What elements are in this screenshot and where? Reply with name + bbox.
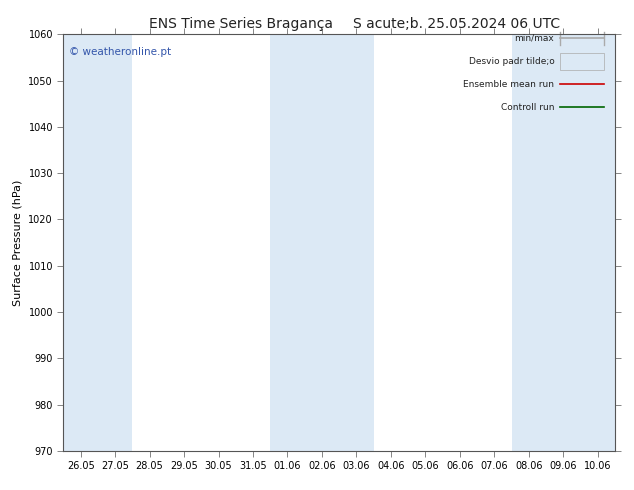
Bar — [63, 34, 98, 451]
Bar — [339, 34, 373, 451]
Bar — [546, 34, 581, 451]
Y-axis label: Surface Pressure (hPa): Surface Pressure (hPa) — [13, 179, 23, 306]
Bar — [98, 34, 133, 451]
Bar — [512, 34, 546, 451]
Bar — [305, 34, 339, 451]
Text: min/max: min/max — [515, 34, 554, 43]
Text: ENS Time Series Bragança: ENS Time Series Bragança — [149, 17, 333, 31]
Bar — [581, 34, 615, 451]
Text: S acute;b. 25.05.2024 06 UTC: S acute;b. 25.05.2024 06 UTC — [353, 17, 560, 31]
Text: Controll run: Controll run — [501, 103, 554, 112]
FancyBboxPatch shape — [560, 53, 604, 70]
Text: Desvio padr tilde;o: Desvio padr tilde;o — [469, 57, 554, 66]
Text: © weatheronline.pt: © weatheronline.pt — [69, 47, 171, 57]
Text: Ensemble mean run: Ensemble mean run — [463, 80, 554, 89]
Bar — [270, 34, 305, 451]
